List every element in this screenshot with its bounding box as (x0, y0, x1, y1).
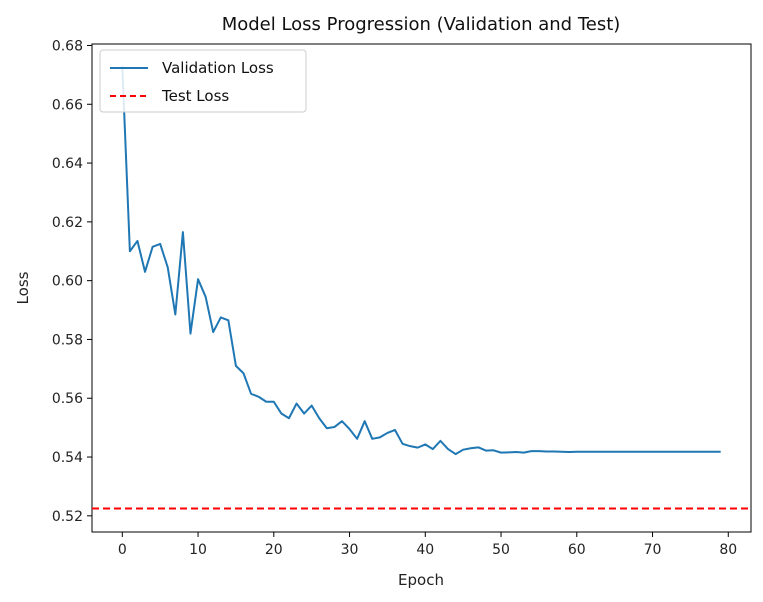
x-tick-label: 60 (568, 542, 586, 558)
x-tick-label: 50 (492, 542, 510, 558)
plot-frame (91, 43, 752, 533)
y-axis-label: Loss (14, 271, 32, 304)
legend-box (99, 49, 307, 113)
x-tick-label: 20 (265, 542, 283, 558)
series-layer (92, 66, 751, 510)
y-tick-label: 0.66 (52, 97, 83, 113)
legend-label-test-loss: Test Loss (161, 87, 229, 105)
y-tick-label: 0.62 (52, 215, 83, 231)
x-tick-label: 40 (416, 542, 434, 558)
x-tick-label: 0 (118, 542, 127, 558)
y-tick-label: 0.60 (52, 274, 83, 290)
chart-title: Model Loss Progression (Validation and T… (222, 14, 621, 35)
x-tick-label: 30 (341, 542, 359, 558)
y-tick-label: 0.58 (52, 332, 83, 348)
y-axis: 0.52 0.54 0.56 0.58 0.60 0.62 0.64 0.66 0.68 (52, 38, 92, 525)
x-tick-label: 10 (189, 542, 207, 558)
legend: Validation Loss Test Loss (99, 49, 307, 113)
x-axis: 0 10 20 30 40 50 60 70 80 (118, 532, 737, 558)
y-tick-label: 0.56 (52, 391, 83, 407)
y-tick-label: 0.54 (52, 450, 83, 466)
validation-loss-line (121, 66, 721, 456)
y-tick-label: 0.52 (52, 509, 83, 525)
y-tick-label: 0.68 (52, 38, 83, 54)
legend-label-validation-loss: Validation Loss (162, 59, 274, 77)
x-tick-label: 80 (719, 542, 737, 558)
y-tick-label: 0.64 (52, 156, 83, 172)
x-tick-label: 70 (644, 542, 662, 558)
x-axis-label: Epoch (398, 571, 444, 589)
